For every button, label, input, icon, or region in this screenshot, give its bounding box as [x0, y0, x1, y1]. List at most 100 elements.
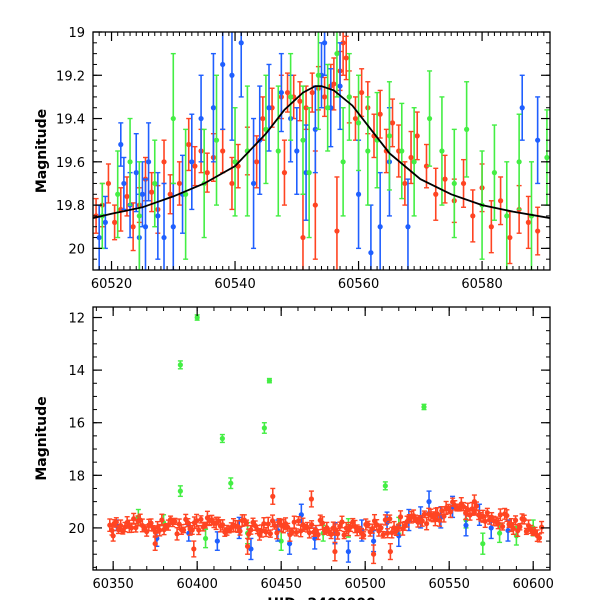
x-tick-label-2: 60450 — [260, 577, 301, 592]
series-1-point-9 — [145, 159, 152, 165]
series-2-point-9 — [232, 159, 238, 165]
series-2-point-band-128 — [384, 530, 391, 536]
series-2-point-band-134 — [397, 514, 404, 520]
series-0-point-61 — [525, 219, 531, 225]
series-0-point-50 — [423, 163, 430, 169]
series-2-point-band-5 — [118, 523, 124, 529]
series-2-point-6 — [332, 548, 338, 555]
series-0-point-15 — [192, 163, 198, 169]
x-tick-label-1: 60540 — [214, 277, 255, 292]
series-2-point-1 — [152, 541, 158, 547]
plot-area-1 — [107, 314, 545, 565]
series-1-point-7 — [139, 191, 146, 197]
series-2-point-band-146 — [423, 521, 430, 527]
series-0-point-51 — [433, 191, 439, 197]
series-0-point-1 — [177, 362, 183, 368]
series-2-point-14 — [300, 137, 306, 143]
series-2-point-band-3 — [113, 519, 119, 525]
series-1-point-2 — [118, 141, 124, 148]
series-1-point-14 — [189, 159, 195, 165]
series-0-point-39 — [352, 115, 359, 122]
series-2-point-18 — [334, 51, 340, 57]
series-2-point-band-157 — [447, 509, 454, 515]
series-0-point-18 — [496, 530, 503, 536]
series-2-point-6 — [183, 191, 189, 197]
series-1-point-25 — [294, 148, 300, 154]
y-tick-label-5: 20 — [68, 242, 85, 257]
series-2-point-band-93 — [308, 521, 315, 528]
series-1-point-32 — [355, 191, 362, 197]
series-2-point-3 — [136, 213, 142, 219]
series-0-point-8 — [382, 483, 388, 489]
series-0-point-65 — [312, 202, 318, 208]
series-2-point-band-27 — [165, 522, 171, 528]
y-tick-label-3: 19.6 — [56, 156, 85, 171]
series-0-point-13 — [278, 538, 284, 544]
x-tick-label-3: 60500 — [345, 577, 386, 592]
series-2-point-13 — [288, 94, 294, 100]
series-2-point-band-189 — [517, 524, 523, 530]
series-1-point-0 — [96, 234, 102, 241]
series-2-point-band-107 — [339, 519, 345, 525]
series-0-point-2 — [105, 180, 112, 187]
series-1-point-20 — [250, 180, 257, 187]
series-2-point-band-127 — [382, 517, 388, 523]
series-2-point-0 — [110, 533, 116, 539]
series-2-point-band-125 — [378, 525, 384, 531]
series-0-point-2 — [266, 378, 273, 384]
series-0-point-6 — [177, 488, 183, 494]
series-2-point-20 — [346, 94, 352, 100]
series-0-point-45 — [389, 120, 396, 126]
series-0-point-52 — [442, 176, 448, 182]
series-1-point-18 — [426, 499, 432, 505]
series-2-point-8 — [213, 137, 220, 143]
series-0-point-20 — [229, 180, 235, 187]
series-0-point-23 — [254, 159, 260, 165]
series-1-point-19 — [238, 40, 244, 46]
series-0-point-0 — [194, 314, 200, 321]
series-0-point-5 — [421, 404, 427, 410]
series-1-point-17 — [220, 61, 226, 68]
series-2-point-band-42 — [198, 516, 204, 522]
series-2-point-band-65 — [248, 527, 254, 533]
series-0-point-47 — [402, 180, 408, 187]
x-tick-label-4: 60550 — [429, 577, 470, 592]
series-1-point-11 — [345, 548, 351, 555]
series-2-point-2 — [191, 546, 197, 552]
series-2-point-band-180 — [497, 512, 503, 518]
series-2-point-34 — [516, 159, 522, 165]
series-2-point-26 — [411, 159, 417, 165]
series-2-point-22 — [365, 148, 371, 154]
series-2-point-band-77 — [274, 530, 280, 536]
series-2-point-band-19 — [148, 520, 154, 526]
series-2-point-band-179 — [495, 520, 501, 527]
series-1-point-23 — [488, 525, 494, 531]
series-0-point-7 — [228, 480, 234, 486]
x-axis-title-1: HJD−2400000 — [267, 596, 376, 600]
series-0-point-24 — [260, 115, 266, 122]
series-1-point-33 — [368, 250, 374, 256]
series-2-point-band-117 — [361, 532, 367, 538]
series-2-point-5 — [308, 496, 315, 502]
series-2-point-band-199 — [538, 524, 545, 530]
series-0-point-62 — [535, 228, 541, 234]
series-2-point-band-187 — [512, 517, 519, 523]
series-1-point-22 — [266, 105, 272, 111]
series-2-point-30 — [464, 126, 470, 132]
series-2-point-band-96 — [315, 532, 321, 538]
series-0-point-35 — [331, 81, 337, 87]
series-2-point-band-98 — [319, 520, 326, 526]
y-tick-label-1: 14 — [68, 364, 85, 379]
series-0-point-33 — [321, 94, 328, 100]
series-2-point-band-86 — [293, 529, 300, 536]
series-0-point-12 — [167, 191, 173, 197]
series-0-point-6 — [130, 224, 136, 230]
series-2-point-band-133 — [395, 524, 401, 531]
series-0-point-43 — [377, 111, 383, 117]
series-0-point-57 — [488, 224, 494, 230]
series-2-point-32 — [491, 170, 498, 176]
series-1-point-16 — [210, 105, 217, 111]
series-2-point-5 — [170, 115, 176, 122]
series-2-point-29 — [451, 180, 457, 187]
series-2-point-band-144 — [419, 518, 425, 524]
